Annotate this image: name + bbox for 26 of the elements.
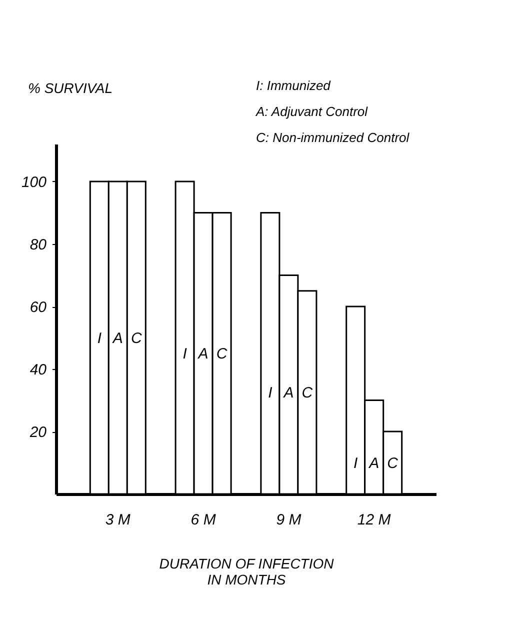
text: A (284, 384, 294, 402)
x-tick-label: 6 M (190, 512, 216, 528)
y-tick-label: 100 (21, 174, 48, 191)
y-tick-label: 60 (30, 299, 48, 316)
text: C (387, 454, 398, 472)
x-tick-label: 3 M (105, 512, 131, 528)
text: I (182, 345, 187, 362)
series-label: C (302, 384, 313, 402)
x-axis-title: DURATION OF INFECTION IN MONTHS (159, 556, 335, 588)
annotation: C: Non-immunized Control (256, 130, 410, 145)
y-tick-label: 80 (30, 236, 48, 254)
text: I (268, 384, 272, 402)
text: C (130, 330, 142, 347)
y-tick-label: 20 (28, 424, 48, 441)
text: A: Adjuvant Control (255, 104, 369, 119)
x-tick-label: 12 M (357, 512, 392, 528)
series-label: I (354, 454, 358, 472)
series-label: A (368, 454, 380, 472)
y-tick-label: 40 (30, 362, 48, 378)
text: A (112, 330, 123, 347)
x-tick-label: 9 M (276, 512, 302, 528)
y-axis-title: % SURVIVAL (28, 80, 113, 96)
text: I (97, 330, 102, 347)
text: A (198, 345, 208, 362)
text: C (216, 345, 228, 362)
text: I: Immunized (256, 78, 332, 93)
